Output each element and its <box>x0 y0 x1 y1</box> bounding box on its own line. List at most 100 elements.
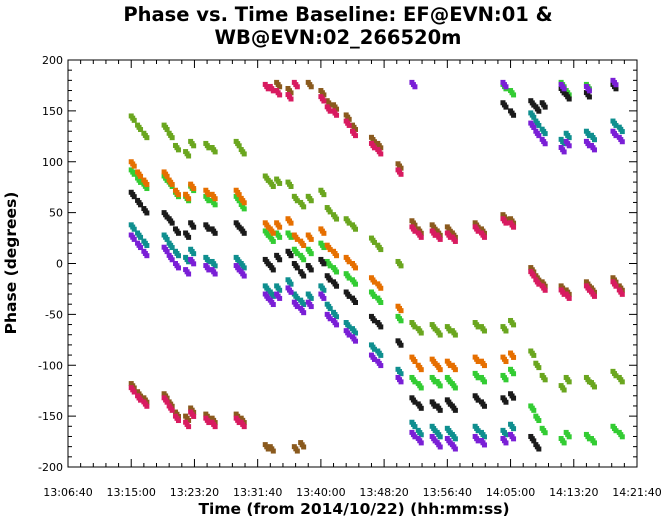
data-point <box>449 381 458 391</box>
data-point <box>135 175 144 185</box>
data-point <box>166 177 175 187</box>
data-point <box>238 226 247 236</box>
data-point <box>135 169 144 179</box>
data-point <box>409 429 418 440</box>
data-point <box>350 326 358 336</box>
data-point <box>508 220 517 230</box>
data-point <box>324 205 333 215</box>
data-point <box>343 271 352 281</box>
data-point <box>166 240 175 251</box>
data-point <box>267 226 276 236</box>
data-point <box>375 348 384 358</box>
data-point <box>188 138 197 149</box>
data-point <box>375 140 384 151</box>
data-series <box>128 79 625 454</box>
data-point <box>409 374 418 385</box>
data-point <box>135 240 144 251</box>
data-point <box>238 201 247 212</box>
data-point <box>166 403 175 413</box>
data-point <box>616 134 625 145</box>
data-point <box>375 281 384 291</box>
data-point <box>558 145 567 155</box>
y-tick-label: 200 <box>42 54 63 67</box>
data-point <box>233 187 242 198</box>
data-point <box>318 88 327 98</box>
data-point <box>161 122 170 133</box>
data-point <box>539 283 548 293</box>
data-point <box>135 393 144 403</box>
data-point <box>285 248 294 259</box>
data-point <box>298 238 307 249</box>
data-point <box>350 222 358 232</box>
data-point <box>343 254 352 265</box>
data-point <box>533 442 542 452</box>
data-point <box>305 299 314 310</box>
data-point <box>128 222 137 232</box>
x-axis-label: Time (from 2014/10/22) (hh:mm:ss) <box>198 500 509 518</box>
data-point <box>291 299 300 310</box>
data-point <box>203 254 212 265</box>
data-point <box>318 291 327 301</box>
data-point <box>305 246 314 257</box>
data-point <box>409 218 418 228</box>
data-point <box>500 216 509 226</box>
data-point <box>285 85 294 96</box>
data-point <box>141 248 150 259</box>
data-point <box>610 77 619 88</box>
data-point <box>472 354 481 365</box>
data-point <box>188 409 197 419</box>
data-point <box>331 248 340 259</box>
data-point <box>285 285 294 295</box>
data-point <box>285 179 294 189</box>
data-points <box>128 77 625 454</box>
data-series <box>128 110 625 442</box>
data-series <box>128 77 625 452</box>
x-tick-label: 13:31:40 <box>233 486 282 499</box>
data-point <box>291 232 300 242</box>
data-point <box>588 132 597 143</box>
data-point <box>415 427 424 438</box>
data-point <box>539 126 548 137</box>
data-point <box>183 191 192 202</box>
data-point <box>588 380 597 390</box>
data-point <box>528 403 537 413</box>
x-tick-label: 14:21:40 <box>612 486 661 499</box>
data-point <box>331 102 340 112</box>
data-point <box>267 83 276 94</box>
data-point <box>274 283 283 293</box>
data-point <box>183 230 192 240</box>
data-point <box>318 283 327 293</box>
data-point <box>508 317 517 328</box>
data-point <box>616 374 625 385</box>
data-point <box>449 431 458 442</box>
data-point <box>500 79 509 90</box>
data-point <box>318 256 327 267</box>
data-point <box>415 401 424 411</box>
data-point <box>508 431 517 442</box>
data-point <box>324 273 333 283</box>
data-point <box>161 232 170 242</box>
data-point <box>331 212 340 222</box>
data-point <box>128 232 137 242</box>
data-point <box>508 350 517 360</box>
data-point <box>350 277 358 287</box>
data-point <box>434 440 443 450</box>
data-point <box>528 433 537 444</box>
data-point <box>616 124 625 135</box>
data-point <box>172 248 181 259</box>
data-point <box>285 92 294 102</box>
data-point <box>343 328 352 338</box>
x-tick-label: 14:05:00 <box>486 486 535 499</box>
data-point <box>558 383 567 393</box>
data-point <box>563 291 572 301</box>
data-point <box>409 354 418 365</box>
data-point <box>285 277 294 287</box>
data-point <box>128 113 137 123</box>
data-point <box>395 167 404 177</box>
data-point <box>500 372 509 383</box>
data-series <box>128 81 619 452</box>
data-point <box>528 110 537 120</box>
data-point <box>563 138 572 149</box>
data-point <box>395 374 404 385</box>
